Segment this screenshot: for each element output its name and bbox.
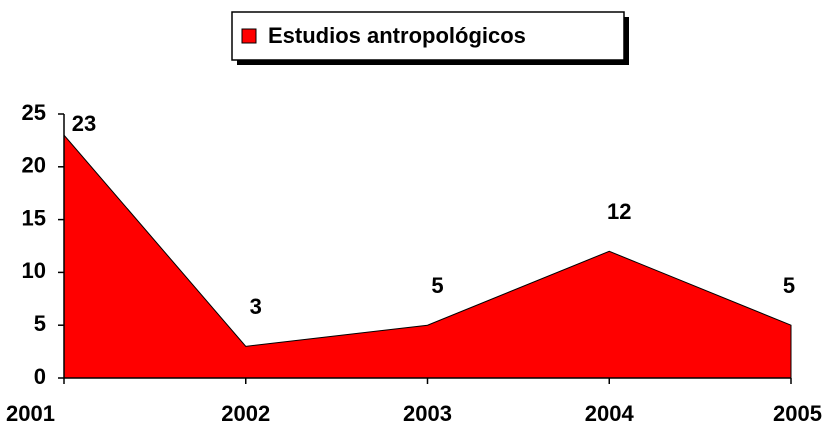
data-label: 5 xyxy=(431,273,443,298)
y-tick-label: 5 xyxy=(34,311,46,336)
x-tick-label: 2001 xyxy=(6,401,55,426)
legend-label: Estudios antropológicos xyxy=(268,23,526,48)
data-label: 12 xyxy=(607,199,631,224)
y-tick-label: 20 xyxy=(22,153,46,178)
y-tick-label: 25 xyxy=(22,100,46,125)
y-tick-label: 0 xyxy=(34,364,46,389)
legend-box xyxy=(231,11,625,61)
data-label: 5 xyxy=(783,273,795,298)
legend-swatch xyxy=(241,28,257,44)
data-label: 3 xyxy=(250,294,262,319)
y-tick-label: 10 xyxy=(22,258,46,283)
x-tick-label: 2003 xyxy=(403,401,452,426)
data-label: 23 xyxy=(72,111,96,136)
area xyxy=(63,133,792,379)
x-tick-label: 2002 xyxy=(221,401,270,426)
y-tick-label: 15 xyxy=(22,205,46,230)
x-tick-label: 2005 xyxy=(773,401,822,426)
x-tick-label: 2004 xyxy=(585,401,635,426)
